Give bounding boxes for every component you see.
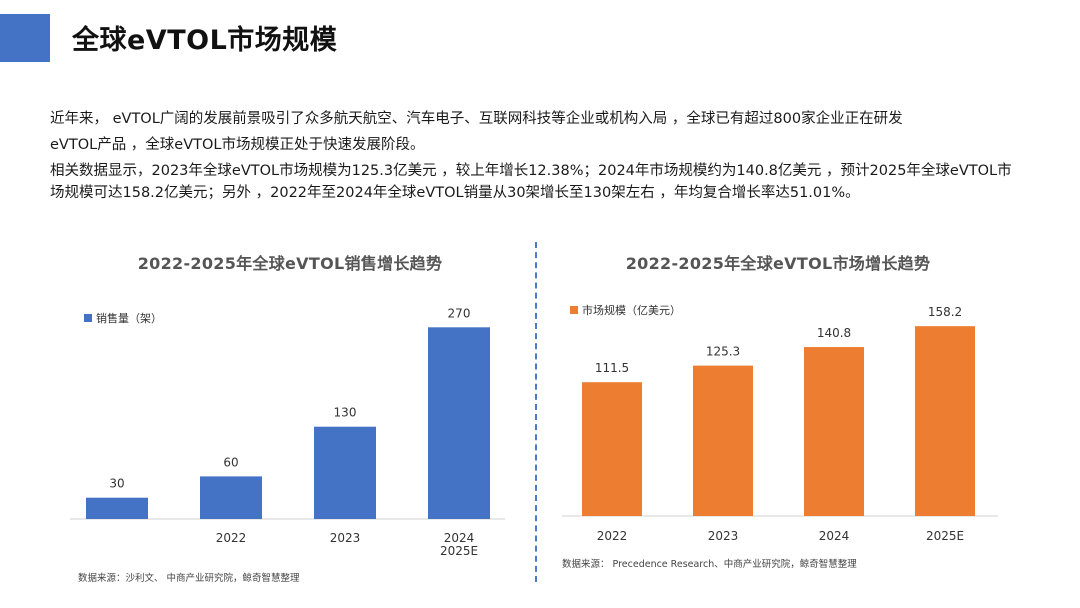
chart-legend: 市场规模（亿美元）	[570, 302, 681, 318]
legend-label: 市场规模（亿美元）	[582, 304, 681, 317]
chart-legend: 销售量（架）	[84, 310, 162, 326]
paragraph-3: 相关数据显示，2023年全球eVTOL市场规模为125.3亿美元 ，较上年增长1…	[50, 163, 1012, 201]
bar	[314, 426, 376, 519]
data-source: 数据来源： Precedence Research、中商产业研究院，鲸奇智慧整理	[562, 559, 857, 570]
bar	[86, 497, 148, 519]
bar	[582, 382, 642, 516]
x-tick-label: 2023	[708, 529, 739, 543]
legend-swatch	[570, 306, 578, 314]
paragraph-1: 近年来， eVTOL广阔的发展前景吸引了众多航天航空、汽车电子、互联网科技等企业…	[50, 111, 903, 127]
market-chart-panel: 2022-2025年全球eVTOL市场增长趋势 市场规模（亿美元） 111.5 2…	[548, 246, 1008, 591]
chart-title: 2022-2025年全球eVTOL销售增长趋势	[137, 254, 443, 273]
bar	[915, 326, 975, 516]
slide-title: 全球eVTOL市场规模	[72, 25, 338, 56]
x-tick-label: 2024	[819, 529, 850, 543]
data-label: 270	[448, 306, 471, 320]
data-label: 130	[334, 406, 357, 420]
x-tick-label: 2022	[216, 531, 247, 545]
legend-swatch	[84, 314, 92, 322]
x-tick-label: 2023	[330, 531, 361, 545]
panel-divider	[535, 242, 537, 582]
title-accent-block	[0, 14, 50, 62]
bar	[428, 327, 490, 519]
data-label: 140.8	[817, 326, 851, 340]
intro-text: 近年来， eVTOL广阔的发展前景吸引了众多航天航空、汽车电子、互联网科技等企业…	[50, 108, 1022, 208]
x-tick-label: 2025E	[440, 544, 478, 558]
x-tick-label: 2022	[597, 529, 628, 543]
x-tick-label: 2025E	[926, 529, 964, 543]
sales-chart-panel: 2022-2025年全球eVTOL销售增长趋势 销售量（架） 30 60 2022 1…	[60, 246, 520, 591]
chart-title: 2022-2025年全球eVTOL市场增长趋势	[625, 254, 931, 273]
market-bar-chart: 111.5 2022 125.3 2023 140.8 2024 158.2 2025E	[562, 305, 998, 543]
data-label: 125.3	[706, 345, 740, 359]
paragraph-2: eVTOL产品 ，全球eVTOL市场规模正处于快速发展阶段。	[50, 137, 425, 153]
data-label: 111.5	[595, 361, 629, 375]
x-tick-label: 2024	[444, 531, 475, 545]
bar	[200, 476, 262, 519]
bar	[693, 365, 753, 516]
data-label: 158.2	[928, 305, 962, 319]
legend-label: 销售量（架）	[96, 312, 162, 325]
data-label: 60	[223, 455, 238, 469]
data-label: 30	[109, 477, 124, 491]
data-source: 数据来源：沙利文、 中商产业研究院，鲸奇智慧整理	[78, 573, 300, 584]
bar	[804, 347, 864, 516]
